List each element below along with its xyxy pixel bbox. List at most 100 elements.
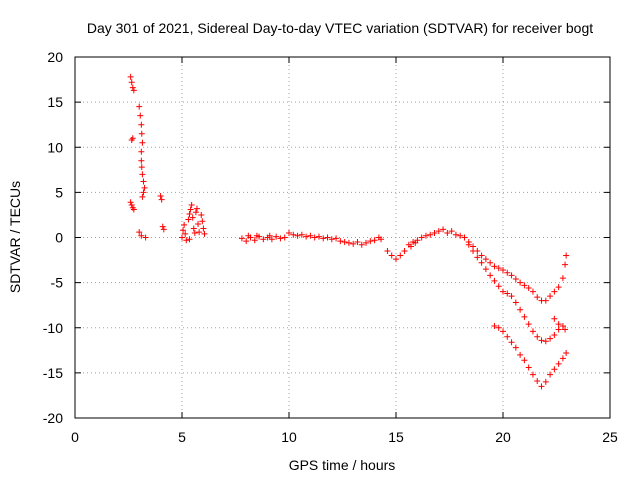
data-point (495, 324, 502, 331)
data-point (192, 209, 199, 216)
data-point (508, 293, 515, 300)
data-point (158, 196, 165, 203)
grid-lines (75, 57, 610, 418)
data-point (504, 333, 511, 340)
data-point (504, 269, 511, 276)
data-point (128, 79, 135, 86)
data-point (190, 225, 197, 232)
data-point (290, 231, 297, 238)
data-point (542, 378, 549, 385)
data-point (200, 225, 207, 232)
data-point (298, 231, 305, 238)
data-point (243, 238, 250, 245)
data-point (495, 265, 502, 272)
data-point (191, 229, 198, 236)
data-point (324, 234, 331, 241)
data-point (551, 366, 558, 373)
data-point (140, 189, 147, 196)
y-tick-label: 0 (55, 230, 63, 246)
data-point (129, 84, 136, 91)
data-point (495, 283, 502, 290)
data-point (562, 326, 569, 333)
data-points (127, 73, 570, 390)
data-point (127, 73, 134, 80)
data-point (500, 288, 506, 295)
x-tick-label: 20 (495, 429, 511, 445)
data-point (517, 279, 524, 286)
data-point (529, 288, 536, 295)
data-point (444, 229, 451, 236)
data-point (393, 256, 399, 263)
data-point (478, 252, 485, 259)
data-point (551, 315, 558, 322)
data-point (465, 241, 472, 248)
data-point (341, 239, 348, 246)
data-point (397, 252, 404, 259)
data-point (294, 232, 301, 239)
data-point (470, 248, 477, 255)
data-point (130, 206, 137, 213)
data-point (457, 232, 464, 239)
data-point (142, 234, 149, 241)
data-point (512, 344, 519, 351)
data-point (337, 238, 344, 245)
data-point (311, 234, 318, 241)
data-point (512, 276, 519, 283)
data-point (551, 288, 558, 295)
data-point (358, 241, 365, 248)
data-point (139, 139, 146, 146)
data-point (196, 229, 203, 236)
data-point (138, 121, 145, 128)
data-point (500, 328, 506, 335)
data-point (500, 266, 506, 273)
data-point (525, 321, 532, 328)
data-point (138, 148, 145, 155)
data-point (525, 364, 532, 371)
data-point (563, 350, 570, 357)
data-point (186, 211, 193, 218)
data-point (195, 220, 202, 227)
data-point (138, 164, 145, 171)
data-point (371, 237, 378, 244)
x-tick-label: 15 (388, 429, 404, 445)
data-point (345, 239, 352, 246)
data-point (245, 232, 252, 239)
data-point (534, 377, 541, 384)
data-point (504, 290, 511, 297)
data-point (157, 192, 164, 199)
data-point (440, 226, 447, 233)
data-point (182, 230, 189, 237)
data-point (138, 157, 145, 164)
data-point (187, 206, 194, 213)
data-point (286, 229, 292, 236)
data-point (517, 351, 524, 358)
data-point (130, 87, 137, 94)
data-point (179, 234, 185, 241)
y-tick-label: -5 (51, 275, 64, 291)
data-point (482, 266, 489, 273)
y-tick-label: -20 (43, 410, 63, 426)
data-point (491, 322, 498, 329)
x-tick-label: 10 (281, 429, 297, 445)
data-point (186, 236, 193, 243)
data-point (525, 285, 532, 292)
data-point (136, 229, 143, 236)
data-point (138, 130, 145, 137)
data-point (521, 282, 528, 289)
x-axis-label: GPS time / hours (289, 457, 396, 473)
data-point (422, 232, 429, 239)
data-point (367, 238, 374, 245)
data-point (559, 355, 566, 362)
data-point (427, 231, 434, 238)
data-point (137, 112, 144, 119)
y-tick-label: 10 (47, 139, 63, 155)
data-point (127, 199, 134, 206)
data-point (538, 337, 545, 344)
data-point (350, 240, 357, 247)
data-point (474, 254, 481, 261)
data-point (201, 230, 208, 237)
data-point (128, 137, 135, 144)
data-point (139, 171, 146, 178)
data-point (512, 299, 519, 306)
y-tick-label: 5 (55, 184, 63, 200)
